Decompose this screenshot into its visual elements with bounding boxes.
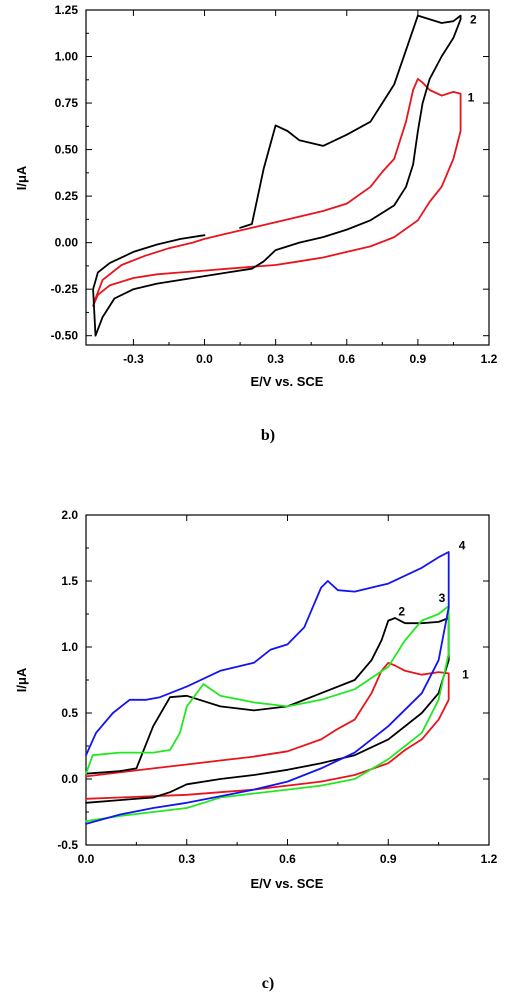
series-1-curve (85, 661, 450, 800)
y-tick-label: -0.5 (57, 838, 78, 852)
x-tick-label: 1.2 (481, 852, 498, 866)
tick-group: -0.3 0.0 0.3 0.6 0.9 1.2 -0.50 -0.25 0.00 0.25 0.5… (51, 3, 498, 366)
x-axis-title: E/V vs. SCE (251, 374, 324, 389)
panel-label: c) (262, 975, 274, 992)
x-tick-label: -0.3 (123, 352, 144, 366)
x-tick-label: 0.0 (78, 852, 95, 866)
series-2-curve (92, 14, 462, 337)
y-axis-title: I/μA (14, 667, 29, 692)
series-3-label: 3 (439, 591, 446, 605)
x-tick-label: 0.9 (380, 852, 397, 866)
series-3-curve (85, 605, 450, 823)
plot-frame (85, 9, 490, 346)
x-tick-label: 0.3 (178, 852, 195, 866)
y-tick-label: 0.0 (61, 772, 78, 786)
y-tick-label: 1.5 (61, 574, 78, 588)
panel-c: 0.0 0.3 0.6 0.9 1.2-0.50.00.51.01.52.0 1234 … (14, 508, 498, 992)
series-1-label: 1 (462, 668, 469, 682)
series-4-label: 4 (459, 538, 466, 552)
y-tick-label: 0.75 (55, 96, 79, 110)
curve-group (92, 14, 462, 337)
y-tick-label: 0.50 (55, 143, 79, 157)
panel-b: -0.3 0.0 0.3 0.6 0.9 1.2 -0.50 -0.25 0.00 0.25 0.5… (14, 3, 498, 444)
series-1-label: 1 (468, 90, 475, 104)
y-tick-label: 1.0 (61, 640, 78, 654)
x-tick-label: 1.2 (481, 352, 498, 366)
series-2-curve (85, 617, 450, 804)
y-tick-label: 0.5 (61, 706, 78, 720)
label-group: 12 (468, 12, 477, 104)
label-group: 1 2 3 4 (398, 538, 469, 681)
tick-group: 0.0 0.3 0.6 0.9 1.2-0.50.00.51.01.52.0 (57, 508, 497, 866)
y-tick-label: -0.50 (51, 329, 79, 343)
curve-group (85, 551, 450, 825)
y-tick-label: 1.00 (55, 50, 79, 64)
panel-label: b) (261, 427, 275, 444)
x-tick-label: 0.6 (338, 352, 355, 366)
x-axis-title: E/V vs. SCE (251, 876, 324, 891)
x-tick-label: 0.6 (279, 852, 296, 866)
y-tick-label: 0.00 (55, 236, 79, 250)
series-4-curve (85, 551, 450, 825)
y-tick-label: 0.25 (55, 189, 79, 203)
x-tick-label: 0.3 (267, 352, 284, 366)
series-2-label: 2 (398, 604, 405, 618)
series-1-curve (92, 78, 462, 307)
x-tick-label: 0.0 (196, 352, 213, 366)
y-tick-label: 1.25 (55, 3, 79, 17)
y-axis-title: I/μA (14, 165, 29, 190)
y-tick-label: -0.25 (51, 282, 79, 296)
y-tick-label: 2.0 (61, 508, 78, 522)
x-tick-label: 0.9 (410, 352, 427, 366)
series-2-label: 2 (470, 12, 477, 26)
